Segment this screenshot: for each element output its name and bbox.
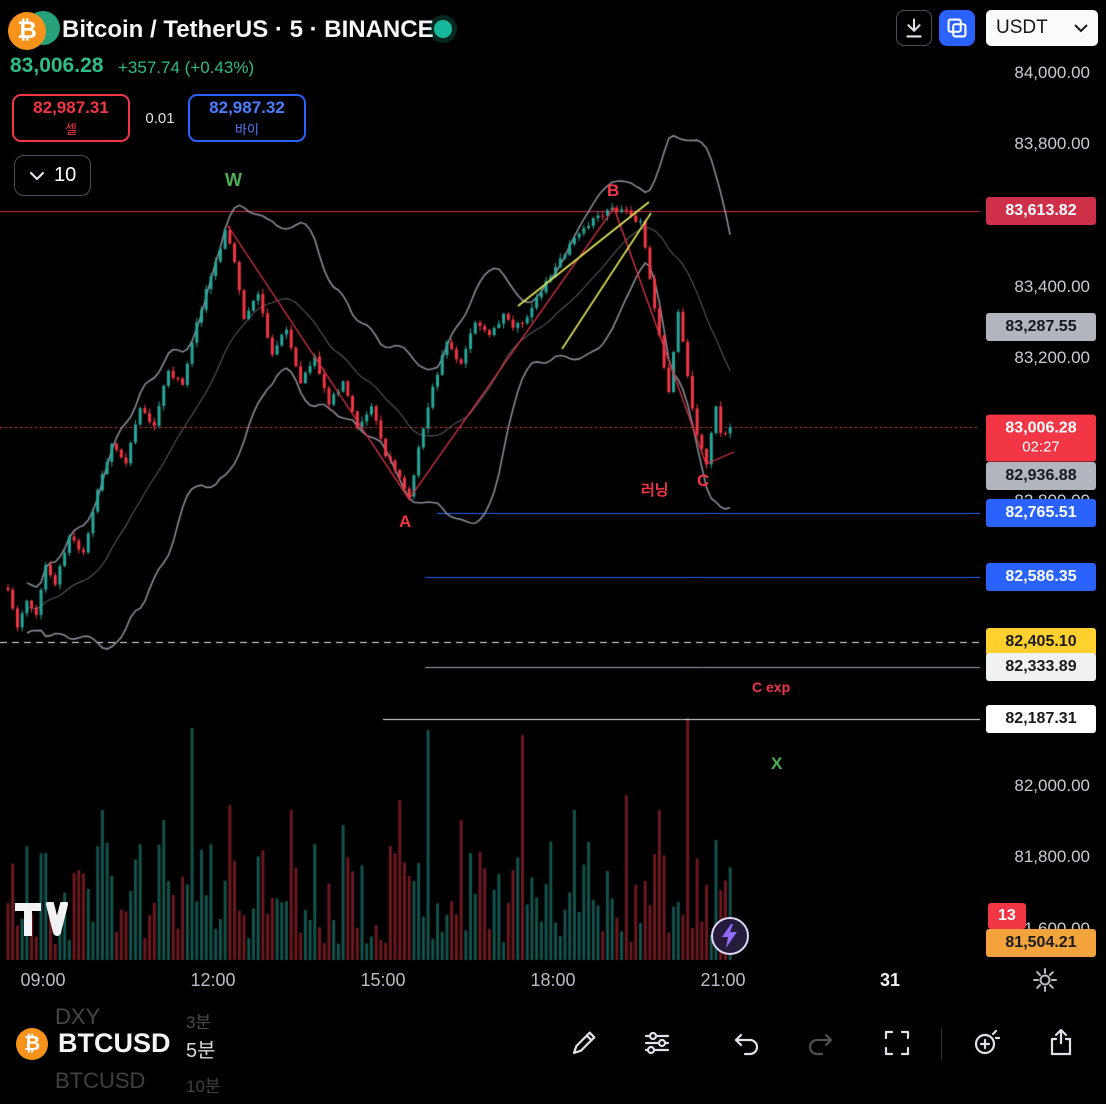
buy-price: 82,987.32 [209,98,285,117]
price-label-badge: 82,936.88 [986,462,1096,490]
price-axis-tick: 82,000.00 [1014,776,1090,795]
settings-gear-icon[interactable] [1028,964,1062,998]
time-axis-label: 12:00 [190,970,236,990]
bitcoin-icon: ₿ [16,1028,48,1060]
spread-value: 0.01 [145,110,175,127]
time-axis-label: 31 [879,970,901,990]
watchlist-interval: 3분 [186,1013,212,1032]
bottom-bar: DXY 3분 ₿ BTCUSD 5분 BTCUSD 10분 [0,1002,1106,1096]
price-label-badge: 82,765.51 [986,499,1096,528]
time-axis-label: 21:00 [700,970,746,990]
price-axis-tick: 83,200.00 [1014,348,1090,368]
price-axis-tick: 83,800.00 [1014,134,1090,154]
price-label-badge: 82,405.10 [986,627,1096,656]
undo-arrow-icon [734,1033,759,1056]
bar-count-value: 10 [54,164,77,186]
watchlist-row-prev[interactable]: DXY 3분 [0,1004,340,1040]
price-label-badge: 83,287.55 [986,312,1096,341]
download-icon [906,18,922,38]
multi-layout-button[interactable] [939,10,975,46]
add-alert-button[interactable] [969,1027,1003,1061]
watchlist-interval: 10분 [186,1077,221,1096]
price-label-badge: 83,613.82 [986,196,1096,225]
bar-count-dropdown[interactable]: 10 [14,155,92,196]
layout-squares-icon [947,18,967,38]
price-label-badge: 81,504.21 [986,929,1096,957]
time-axis-label: 18:00 [530,970,576,990]
price-change: +357.74 (+0.43%) [118,58,255,77]
fullscreen-button[interactable] [880,1027,914,1061]
indicators-button[interactable] [640,1027,674,1061]
price-label-badge: 13 [988,903,1026,929]
price-label-badge: 82,586.35 [986,562,1096,591]
redo-arrow-icon [808,1033,833,1056]
price-axis-tick: 84,000.00 [1014,63,1090,82]
price-chart-canvas[interactable] [0,0,980,962]
pair-logo: ₿ [8,8,60,52]
add-circle-icon [974,1029,1001,1055]
bitcoin-coin-icon: ₿ [8,12,46,50]
draw-button[interactable] [567,1027,601,1061]
watchlist-row-next[interactable]: BTCUSD 10분 [0,1068,340,1104]
price-axis[interactable]: 84,000.0083,800.0083,400.0083,200.0082,8… [980,0,1106,962]
sell-label: 셀 [65,122,77,137]
fullscreen-icon [884,1030,910,1056]
watchlist-symbol: BTCUSD [55,1068,146,1093]
price-label-badge: 82,187.31 [986,705,1096,734]
buy-label: 바이 [235,122,259,137]
price-axis-tick: 81,800.00 [1014,847,1090,867]
lightning-icon [722,924,737,948]
flash-boost-button[interactable] [711,917,749,955]
symbol-title[interactable]: Bitcoin / TetherUS · 5 · BINANCE [62,16,434,43]
time-axis-label: 09:00 [20,970,66,990]
tradingview-logo [14,900,68,943]
price-label-badge: 83,006.28 02:27 [986,414,1096,462]
price-label-badge: 82,333.89 [986,652,1096,681]
time-axis-label: 15:00 [360,970,406,990]
share-icon [1050,1028,1072,1056]
undo-button[interactable] [730,1027,764,1061]
pencil-icon [572,1031,596,1055]
sliders-icon [644,1031,670,1055]
price-axis-tick: 83,400.00 [1014,276,1090,296]
watchlist-interval: 5분 [186,1040,216,1062]
share-button[interactable] [1044,1027,1078,1061]
download-button[interactable] [896,10,932,46]
time-axis[interactable]: 09:00 12:00 15:00 18:00 21:00 31 [0,962,1106,1002]
chevron-down-icon [29,171,45,180]
sell-price: 82,987.31 [33,98,109,117]
toolbar-divider [941,1028,942,1060]
redo-button[interactable] [803,1027,837,1061]
buy-button[interactable]: 82,987.32 바이 [188,94,306,142]
watchlist-symbol: BTCUSD [58,1028,171,1058]
currency-value: USDT [996,17,1048,38]
watchlist-symbol: DXY [55,1004,101,1029]
chevron-down-icon [1074,23,1088,32]
market-status-dot [434,20,452,38]
watchlist-row-active[interactable]: ₿ BTCUSD 5분 [0,1026,340,1062]
sell-button[interactable]: 82,987.31 셀 [12,94,130,142]
currency-select[interactable]: USDT [986,10,1098,46]
last-price: 83,006.28 [10,54,104,77]
